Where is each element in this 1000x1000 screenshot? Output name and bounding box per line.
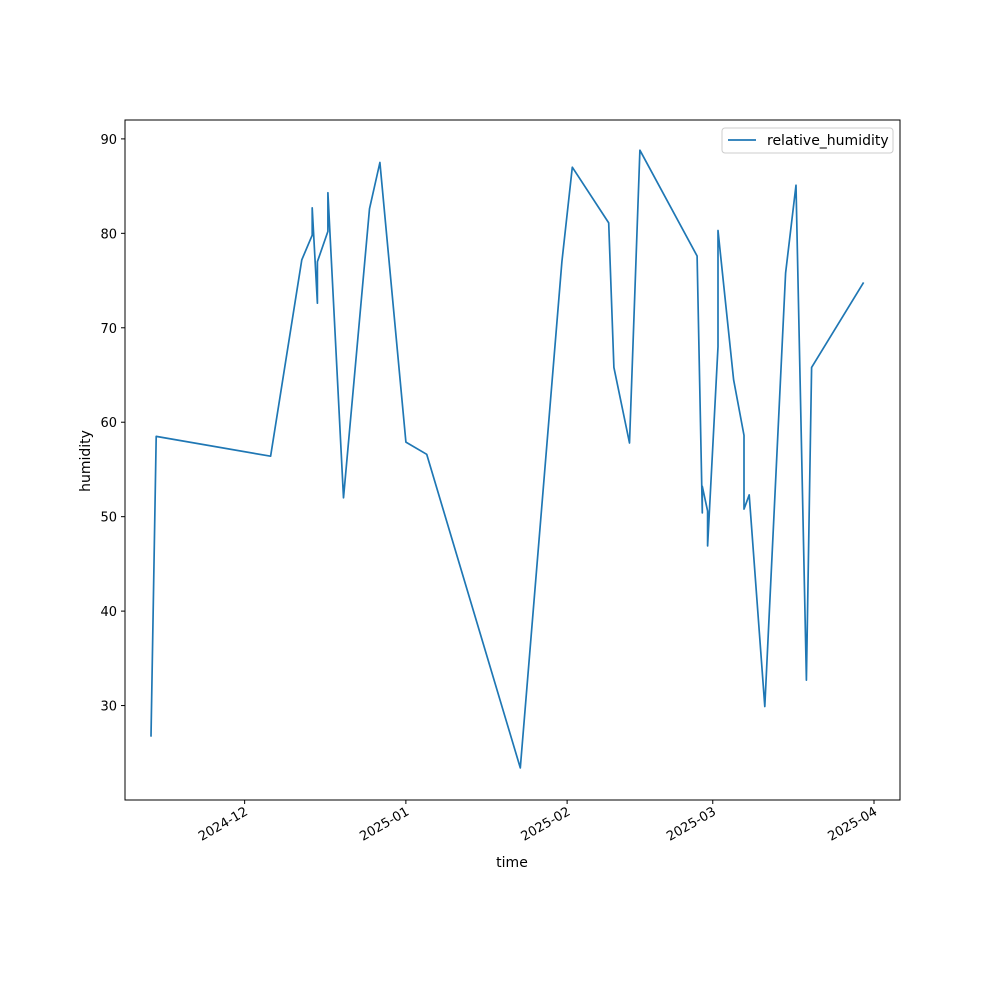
y-tick-label: 30	[100, 700, 117, 715]
legend-box	[721, 127, 894, 154]
legend: relative_humidity	[721, 127, 894, 154]
y-axis-label: humidity	[78, 430, 94, 492]
plot-area	[125, 120, 900, 800]
y-tick-label: 80	[100, 227, 117, 242]
legend-entry-label: relative_humidity	[767, 133, 889, 149]
y-tick-label: 40	[100, 605, 117, 620]
axes-frame	[124, 119, 901, 801]
y-tick-label: 50	[100, 511, 117, 526]
plot-background	[125, 120, 900, 800]
series-lines	[150, 149, 865, 769]
y-tick-label: 70	[100, 322, 117, 337]
y-tick-label: 60	[100, 416, 117, 431]
series-line-relative_humidity	[150, 149, 865, 769]
y-tick-label: 90	[100, 133, 117, 148]
axes-border	[124, 119, 901, 801]
x-axis-label: time	[496, 855, 528, 871]
y-axis-ticks: 30 40 50 60 70 80 90	[100, 133, 125, 715]
